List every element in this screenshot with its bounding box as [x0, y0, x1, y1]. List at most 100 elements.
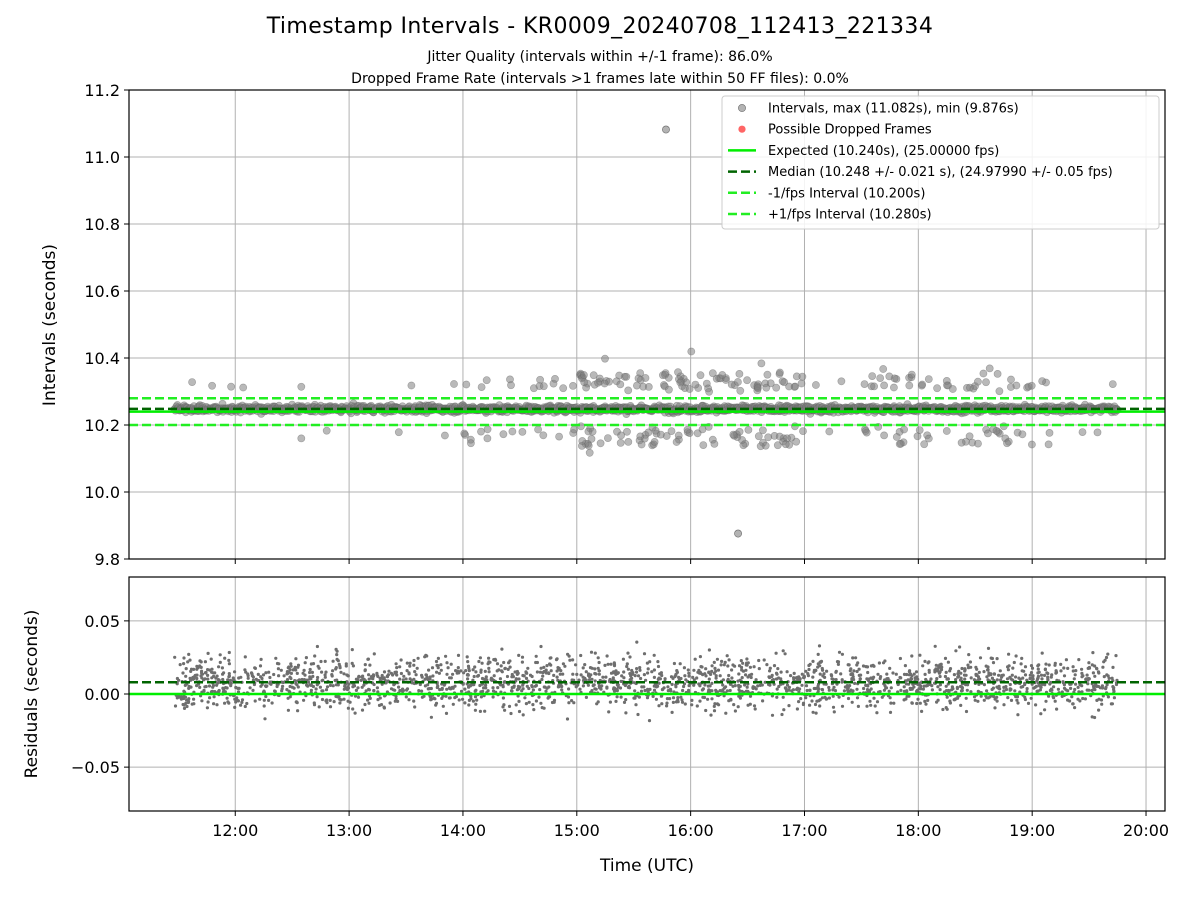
residual-point: [1044, 662, 1048, 666]
residual-point: [405, 661, 409, 665]
residual-point: [1014, 675, 1018, 679]
residual-point: [853, 681, 857, 686]
residual-point: [1034, 703, 1038, 707]
residual-point: [638, 668, 642, 672]
interval-outlier-point: [895, 440, 904, 448]
residual-point: [666, 685, 670, 689]
residual-point: [560, 688, 564, 692]
residual-point: [517, 699, 521, 704]
residual-point: [399, 671, 403, 676]
residual-point: [192, 697, 196, 701]
interval-outlier-point: [617, 431, 625, 440]
residual-point: [289, 676, 293, 681]
interval-outlier-point: [634, 374, 643, 383]
residual-point: [608, 700, 613, 704]
residual-point: [611, 671, 615, 675]
residual-point: [416, 656, 420, 660]
residual-point: [199, 660, 203, 664]
residual-point: [646, 667, 650, 671]
residual-point: [557, 683, 561, 688]
residual-point: [720, 659, 724, 664]
interval-outlier-point: [1003, 439, 1011, 448]
residual-point: [231, 676, 235, 680]
residual-point: [440, 686, 444, 691]
residual-point: [687, 674, 691, 678]
bottom-y-ticks: −0.05 0.00 0.05: [71, 612, 129, 777]
residual-point: [1044, 699, 1048, 703]
residual-point: [941, 707, 945, 712]
residual-point: [296, 709, 300, 713]
residual-point: [394, 662, 398, 666]
residual-point: [814, 668, 818, 673]
interval-outlier-point: [1044, 440, 1053, 449]
interval-outlier-point: [650, 437, 659, 446]
interval-outlier-point: [477, 383, 486, 391]
residual-point: [712, 709, 717, 713]
residual-point: [471, 668, 475, 672]
residual-point: [350, 648, 354, 652]
residual-point: [500, 670, 504, 674]
residual-point: [526, 666, 530, 670]
residual-point: [593, 671, 597, 676]
residual-point: [1043, 667, 1047, 671]
residual-point: [718, 674, 722, 678]
residual-point: [1090, 688, 1094, 693]
residual-point: [575, 672, 579, 677]
residual-point: [634, 670, 639, 674]
residual-point: [930, 688, 935, 692]
residual-point: [902, 698, 906, 702]
residual-point: [262, 689, 266, 693]
residual-point: [944, 684, 948, 688]
residual-point: [555, 675, 559, 679]
residual-point: [285, 670, 289, 674]
residual-point: [998, 669, 1002, 673]
interval-outlier-point: [890, 383, 898, 392]
residual-point: [233, 705, 237, 710]
residual-point: [1097, 708, 1101, 712]
residual-point: [1028, 673, 1032, 677]
residual-point: [366, 698, 370, 702]
residual-point: [855, 696, 860, 700]
residual-point: [782, 708, 786, 712]
residual-point: [875, 711, 879, 715]
residual-point: [461, 697, 465, 701]
residual-point: [800, 683, 804, 687]
residual-point: [212, 695, 216, 699]
interval-outlier-point: [704, 384, 712, 393]
residual-point: [312, 703, 317, 707]
interval-outlier-point: [905, 381, 914, 390]
residual-point: [927, 660, 931, 664]
residual-point: [259, 657, 263, 662]
residual-point: [1007, 664, 1011, 668]
residual-point: [531, 688, 536, 692]
residual-point: [946, 677, 950, 681]
residual-point: [956, 675, 960, 679]
residual-point: [277, 662, 281, 666]
residual-point: [926, 698, 930, 703]
interval-outlier-point: [825, 427, 834, 436]
interval-outlier-point: [539, 431, 548, 440]
interval-outlier-point: [918, 380, 927, 389]
residual-point: [1095, 667, 1099, 671]
residual-point: [182, 662, 186, 666]
residual-point: [710, 664, 714, 668]
residual-point: [867, 677, 871, 681]
residual-point: [291, 668, 295, 672]
residual-point: [203, 685, 207, 689]
residual-point: [542, 706, 546, 710]
residual-point: [597, 669, 601, 673]
residual-point: [323, 659, 327, 664]
residual-point: [561, 662, 566, 666]
interval-outlier-point: [507, 381, 515, 390]
residual-point: [216, 678, 220, 682]
x-tick-label: 12:00: [212, 821, 258, 840]
residual-point: [206, 651, 210, 656]
residual-point: [975, 667, 979, 671]
interval-outlier-point: [735, 369, 744, 378]
residual-point: [412, 663, 416, 667]
residual-point: [185, 704, 189, 709]
residual-point: [678, 662, 682, 666]
residual-point: [1104, 687, 1108, 691]
residual-point: [476, 674, 480, 678]
residual-point: [651, 694, 655, 699]
